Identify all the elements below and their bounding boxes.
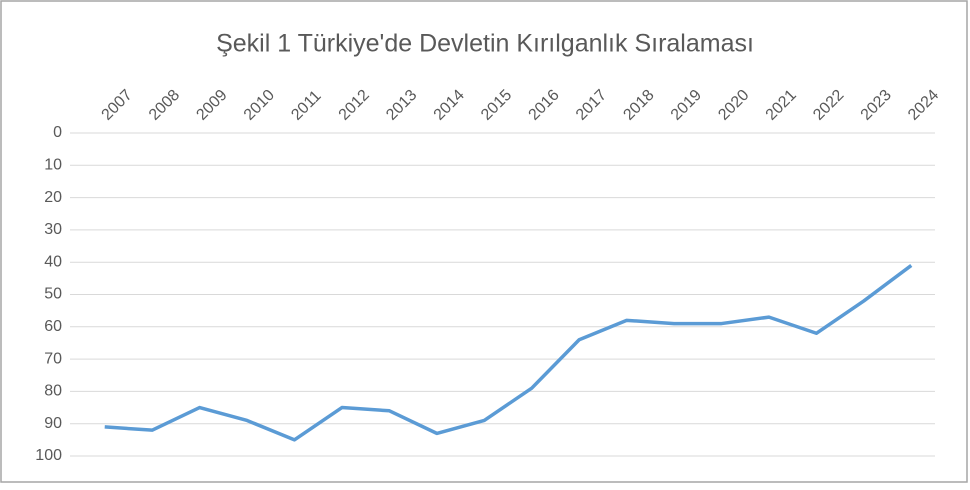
data-line bbox=[104, 264, 913, 442]
y-tick-label: 70 bbox=[44, 350, 62, 367]
y-tick-label: 100 bbox=[35, 447, 62, 464]
y-tick-label: 0 bbox=[53, 124, 62, 141]
y-tick-label: 80 bbox=[44, 383, 62, 400]
y-tick-label: 90 bbox=[44, 415, 62, 432]
y-tick-label: 40 bbox=[44, 253, 62, 270]
y-tick-label: 30 bbox=[44, 221, 62, 238]
y-tick-label: 60 bbox=[44, 318, 62, 335]
y-tick-label: 10 bbox=[44, 157, 62, 174]
y-tick-label: 20 bbox=[44, 189, 62, 206]
chart-title: Şekil 1 Türkiye'de Devletin Kırılganlık … bbox=[216, 30, 754, 58]
y-tick-label: 50 bbox=[44, 286, 62, 303]
